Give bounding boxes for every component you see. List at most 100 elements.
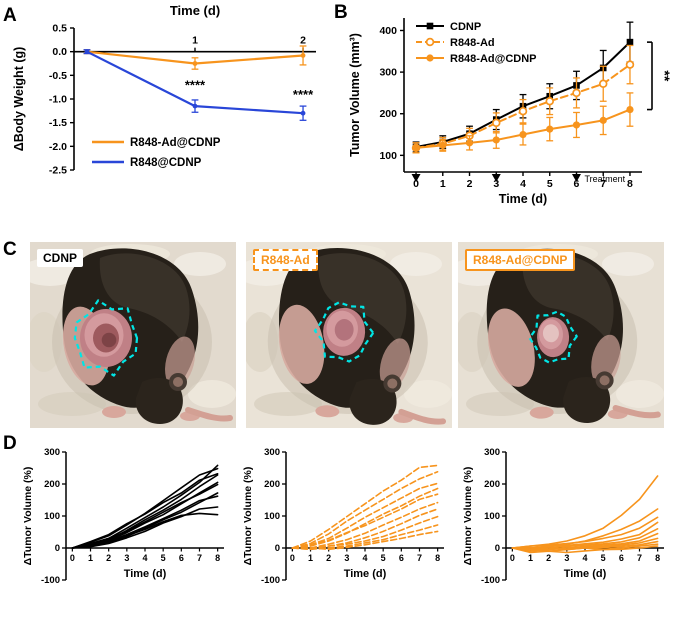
x-tick-label: 1 bbox=[308, 553, 313, 563]
tumor bbox=[313, 301, 375, 363]
photo-label-r848-ad: R848-Ad bbox=[253, 249, 318, 271]
mouse-tail bbox=[398, 408, 447, 425]
legend-label: CDNP bbox=[450, 21, 481, 33]
y-tick-label: -100 bbox=[41, 575, 60, 586]
legend-label: R848-Ad bbox=[450, 37, 495, 49]
x-tick-label: 0 bbox=[290, 553, 295, 563]
x-tick-label: 6 bbox=[179, 553, 184, 563]
x-tick-label: 7 bbox=[637, 553, 642, 563]
mouse-lines-CDNP bbox=[71, 464, 219, 549]
body-weight-svg: Time (d) 0.5 0.0 -0.5 -1.0 -1.5 -2.0 -2.5 ΔBody … bbox=[12, 3, 316, 177]
legend-label: R848-Ad@CDNP bbox=[450, 53, 537, 65]
x-tick-label: 1 bbox=[528, 553, 533, 563]
y-tick-label: 0 bbox=[275, 543, 280, 554]
y-tick-label: 0 bbox=[55, 543, 60, 554]
y-axis-label: ΔBody Weight (g) bbox=[12, 47, 26, 152]
individual-tumor-chart-r848-ad: -100 0 100 200 300 ΔTumor Volume (%) 0 1 2 3 4 5 6 7 8… bbox=[240, 436, 454, 618]
mouse-body bbox=[267, 247, 447, 425]
tumor-outline bbox=[313, 301, 375, 363]
x-tick-label: 0 bbox=[413, 178, 419, 190]
y-tick-label: 200 bbox=[44, 479, 60, 490]
x-tick-label: 0 bbox=[510, 553, 515, 563]
significance-stars: **** bbox=[185, 78, 206, 93]
y-tick-label: 300 bbox=[44, 447, 60, 458]
tumor bbox=[73, 299, 139, 377]
x-tick-label: 2 bbox=[326, 553, 331, 563]
individual-tumor-svg: -100 0 100 200 300 ΔTumor Volume (%) 0 1 2 3 4 5 6 7 8… bbox=[242, 447, 444, 586]
x-tick-label: 2 bbox=[467, 178, 473, 190]
panel-label-a: A bbox=[3, 5, 17, 26]
x-tick-label: 6 bbox=[574, 178, 580, 190]
y-tick-label: -2.5 bbox=[49, 165, 67, 177]
y-tick-label: -1.0 bbox=[49, 94, 67, 106]
treatment-arrow-icon bbox=[491, 174, 501, 182]
y-tick-label: 200 bbox=[264, 479, 280, 490]
y-axis-label: ΔTumor Volume (%) bbox=[242, 467, 254, 566]
top-axis-title: Time (d) bbox=[170, 3, 220, 18]
individual-tumor-chart-r848-ad-cdnp: -100 0 100 200 300 ΔTumor Volume (%) 0 1 2 3 4 5 6 7 8… bbox=[460, 436, 674, 618]
individual-tumor-chart-cdnp: -100 0 100 200 300 ΔTumor Volume (%) 0 1 2 3 4 5 6 7 8… bbox=[20, 436, 234, 618]
individual-tumor-svg: -100 0 100 200 300 ΔTumor Volume (%) 0 1 2 3 4 5 6 7 8… bbox=[22, 447, 224, 586]
significance-stars: ** bbox=[657, 70, 673, 81]
x-axis-label: Time (d) bbox=[564, 568, 607, 580]
x-tick-label: 5 bbox=[381, 553, 386, 563]
body-weight-chart: Time (d) 0.5 0.0 -0.5 -1.0 -1.5 -2.0 -2.5 ΔBody … bbox=[10, 0, 332, 232]
x-axis-label: Time (d) bbox=[499, 192, 547, 206]
panel-label-b: B bbox=[334, 2, 348, 23]
x-tick-label: 8 bbox=[215, 553, 220, 563]
x-tick-label: 8 bbox=[435, 553, 440, 563]
series-R848-Ad@CDNP bbox=[412, 92, 634, 154]
mouse-photo-svg bbox=[458, 242, 664, 428]
tumor-outline bbox=[73, 299, 139, 377]
y-tick-label: -100 bbox=[481, 575, 500, 586]
y-tick-label: 100 bbox=[44, 511, 60, 522]
x-tick-label: 5 bbox=[601, 553, 606, 563]
tumor bbox=[528, 310, 578, 364]
y-tick-label: -0.5 bbox=[49, 70, 67, 82]
y-tick-label: -2.0 bbox=[49, 141, 67, 153]
x-tick-label: 1 bbox=[88, 553, 93, 563]
x-tick-label: 7 bbox=[600, 178, 606, 190]
treatment-label: Treatment bbox=[584, 174, 625, 184]
mouse-body bbox=[52, 248, 233, 424]
x-tick-label: 1 bbox=[192, 35, 198, 47]
mouse-lines-R848-Ad@CDNP bbox=[511, 475, 659, 554]
y-tick-label: 400 bbox=[379, 25, 397, 37]
x-tick-label: 2 bbox=[300, 35, 306, 47]
x-axis-label: Time (d) bbox=[344, 568, 387, 580]
tumor-outline bbox=[528, 310, 578, 364]
x-tick-label: 6 bbox=[399, 553, 404, 563]
x-tick-label: 1 bbox=[440, 178, 446, 190]
photo-label-r848-ad-cdnp: R848-Ad@CDNP bbox=[465, 249, 576, 271]
y-tick-label: 200 bbox=[484, 479, 500, 490]
x-tick-label: 3 bbox=[344, 553, 349, 563]
y-tick-label: 300 bbox=[379, 67, 397, 79]
y-axis-label: ΔTumor Volume (%) bbox=[462, 467, 474, 566]
x-tick-label: 2 bbox=[546, 553, 551, 563]
mouse-photo-cdnp: CDNP bbox=[30, 242, 236, 428]
y-tick-label: -1.5 bbox=[49, 117, 67, 129]
y-tick-label: 0 bbox=[495, 543, 500, 554]
individual-tumor-svg: -100 0 100 200 300 ΔTumor Volume (%) 0 1 2 3 4 5 6 7 8… bbox=[462, 447, 664, 586]
series-R848@CDNP bbox=[83, 49, 307, 121]
photo-label-cdnp: CDNP bbox=[37, 249, 84, 267]
mouse-tail bbox=[185, 407, 233, 422]
mouse-lines-R848-Ad bbox=[291, 464, 439, 551]
mouse-photo-svg bbox=[30, 242, 236, 428]
mouse-photo-r848-ad: R848-Ad bbox=[246, 242, 452, 428]
x-tick-label: 4 bbox=[582, 553, 587, 563]
legend-label: R848-Ad@CDNP bbox=[130, 137, 221, 149]
mouse-photo-r848-ad-cdnp: R848-Ad@CDNP bbox=[458, 242, 664, 428]
y-axis-label: Tumor Volume (mm³) bbox=[348, 33, 362, 157]
x-tick-label: 3 bbox=[124, 553, 129, 563]
tumor-volume-chart: 100 200 300 400 Tumor Volume (mm³) 0 1 2 3 4 5 6 7 8 T… bbox=[346, 0, 688, 232]
panel-label-d: D bbox=[3, 433, 17, 454]
x-tick-label: 0 bbox=[70, 553, 75, 563]
x-tick-label: 7 bbox=[197, 553, 202, 563]
x-tick-label: 3 bbox=[564, 553, 569, 563]
x-tick-label: 5 bbox=[161, 553, 166, 563]
x-tick-label: 4 bbox=[362, 553, 367, 563]
mouse-body bbox=[477, 248, 661, 424]
y-tick-label: 200 bbox=[379, 108, 397, 120]
